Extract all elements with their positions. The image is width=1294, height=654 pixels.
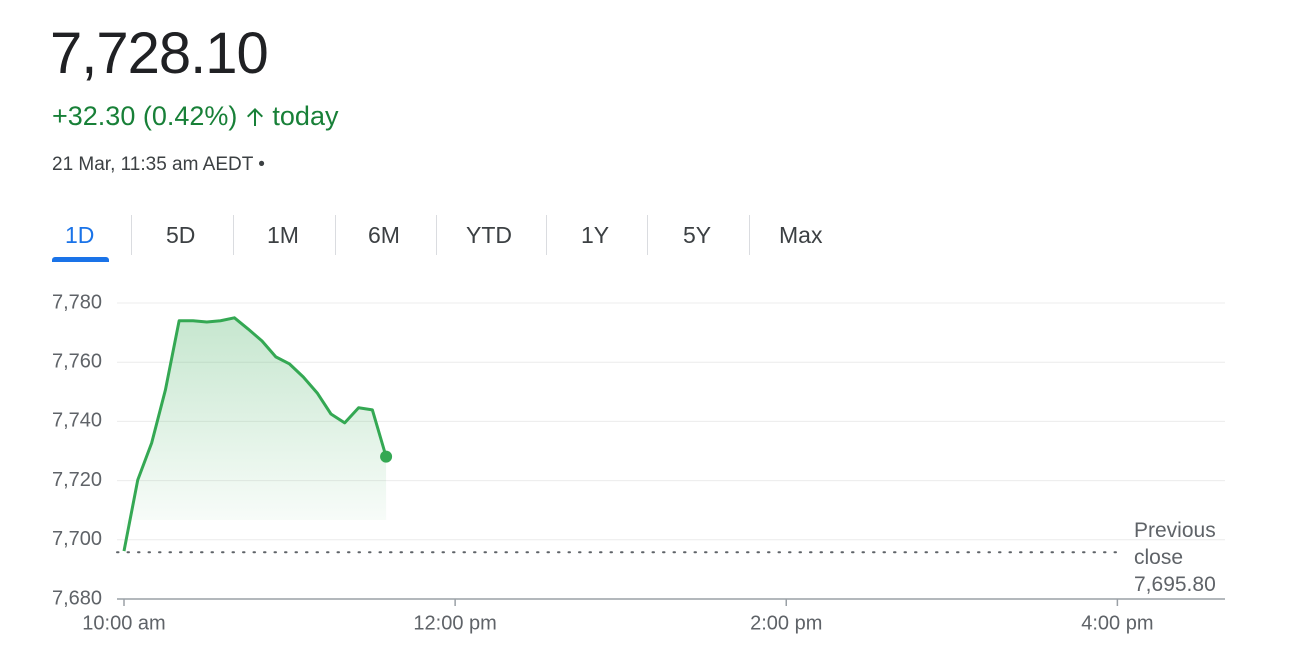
x-tick-label: 10:00 am <box>82 612 165 634</box>
change: +32.30 (0.42%) today <box>52 101 338 132</box>
change-value: +32.30 (0.42%) <box>52 101 238 131</box>
tab-separator <box>335 215 336 255</box>
up-arrow <box>246 108 263 126</box>
previous-close-label: Previous close <box>1134 519 1216 569</box>
range-tab[interactable]: 6M <box>368 222 400 248</box>
range-tab[interactable]: 5Y <box>683 222 712 248</box>
range-tab[interactable]: 1M <box>267 222 299 248</box>
x-tick-label: 4:00 pm <box>1081 612 1153 634</box>
range-tab[interactable]: Max <box>779 222 823 248</box>
period: today <box>272 101 339 131</box>
x-tick-label: 12:00 pm <box>413 612 496 634</box>
timestamp: 21 Mar, 11:35 am AEDT • <box>52 154 265 175</box>
price: 7,728.10 <box>50 21 269 86</box>
tab-separator <box>436 215 437 255</box>
price-line <box>122 316 388 552</box>
previous-close: Previous close 7,695.80 <box>1134 517 1234 598</box>
tab-separator <box>131 215 132 255</box>
y-tick-label: 7,760 <box>52 350 102 372</box>
range-tab[interactable]: 1Y <box>581 222 610 248</box>
y-tick-label: 7,680 <box>52 587 102 609</box>
area <box>124 317 387 552</box>
tab-separator <box>647 215 648 255</box>
last-point <box>380 450 393 463</box>
y-tick-label: 7,780 <box>52 291 102 313</box>
range-tab[interactable]: 1D <box>65 222 95 248</box>
range-tab[interactable]: 5D <box>166 222 196 248</box>
previous-close-value: 7,695.80 <box>1134 573 1216 596</box>
y-tick-label: 7,720 <box>52 469 102 491</box>
active-tab-indicator <box>52 257 109 262</box>
range-tab[interactable]: YTD <box>466 222 512 248</box>
y-tick-label: 7,700 <box>52 528 102 550</box>
y-tick-label: 7,740 <box>52 410 102 432</box>
tab-separator <box>749 215 750 255</box>
tab-separator <box>233 215 234 255</box>
tab-separator <box>546 215 547 255</box>
x-tick-label: 2:00 pm <box>750 612 822 634</box>
